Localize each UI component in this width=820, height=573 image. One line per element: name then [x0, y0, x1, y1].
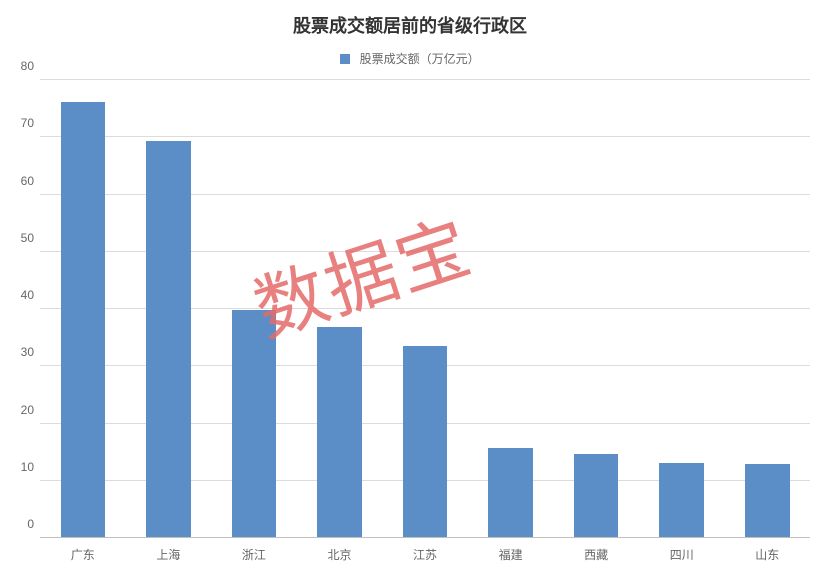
x-tick-label: 广东: [40, 546, 126, 563]
x-tick-label: 浙江: [211, 546, 297, 563]
x-tick-label: 西藏: [553, 546, 639, 563]
bar-slot: [553, 80, 639, 538]
y-tick-label: 50: [21, 231, 34, 245]
x-tick-label: 江苏: [382, 546, 468, 563]
bar: [745, 464, 789, 538]
bar: [146, 141, 190, 538]
y-tick-label: 40: [21, 288, 34, 302]
x-tick-label: 上海: [126, 546, 212, 563]
y-tick-label: 70: [21, 116, 34, 130]
chart-legend: 股票成交额（万亿元）: [10, 50, 810, 67]
x-tick-label: 四川: [639, 546, 725, 563]
chart-title: 股票成交额居前的省级行政区: [10, 12, 810, 38]
x-axis-labels: 广东上海浙江北京江苏福建西藏四川山东: [40, 546, 810, 563]
y-tick-label: 30: [21, 345, 34, 359]
bar: [659, 463, 703, 538]
bar-slot: [40, 80, 126, 538]
chart-container: 股票成交额居前的省级行政区 股票成交额（万亿元） 010203040506070…: [0, 0, 820, 573]
bar-slot: [725, 80, 811, 538]
x-tick-label: 山东: [725, 546, 811, 563]
x-axis-baseline: [40, 537, 810, 538]
bar: [232, 310, 276, 538]
legend-label: 股票成交额（万亿元）: [360, 50, 480, 67]
bar: [61, 102, 105, 538]
bar: [574, 454, 618, 538]
bar: [403, 346, 447, 538]
bar: [488, 448, 532, 538]
y-tick-label: 20: [21, 403, 34, 417]
bar-slot: [126, 80, 212, 538]
x-tick-label: 福建: [468, 546, 554, 563]
bar-slot: [468, 80, 554, 538]
y-tick-label: 0: [27, 517, 34, 531]
x-tick-label: 北京: [297, 546, 383, 563]
y-tick-label: 80: [21, 59, 34, 73]
y-tick-label: 60: [21, 174, 34, 188]
bar-slot: [382, 80, 468, 538]
bar: [317, 327, 361, 538]
bar-slot: [211, 80, 297, 538]
bars-group: [40, 80, 810, 538]
bar-slot: [639, 80, 725, 538]
legend-swatch-icon: [340, 54, 350, 64]
bar-slot: [297, 80, 383, 538]
y-tick-label: 10: [21, 460, 34, 474]
plot-area: 01020304050607080: [40, 80, 810, 538]
